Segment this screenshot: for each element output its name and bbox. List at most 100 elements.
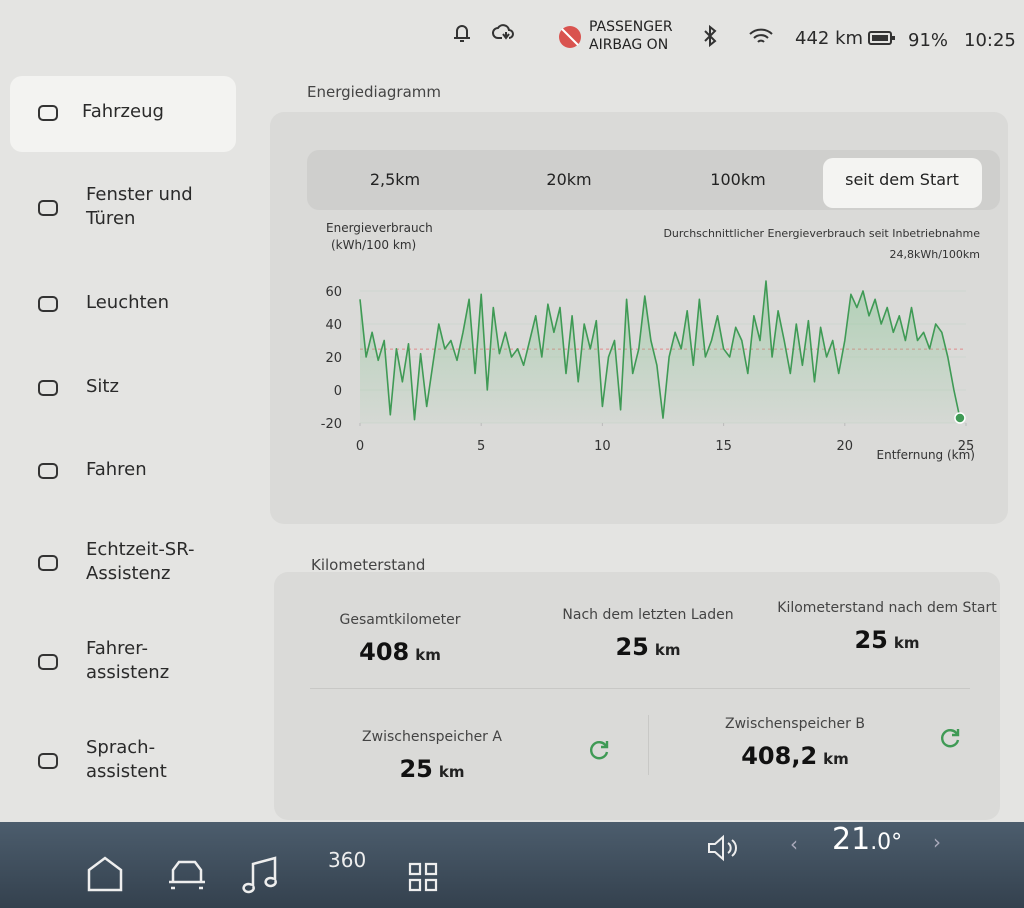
sidebar-icon [38, 200, 58, 216]
sidebar-icon [38, 753, 58, 769]
odometer-value: 25 km [508, 633, 788, 661]
sidebar-icon [38, 555, 58, 571]
divider [310, 688, 970, 689]
status-icons [454, 24, 514, 42]
sidebar-label: Fahrer- [86, 638, 148, 659]
airbag-line: AIRBAG ON [589, 37, 669, 53]
y-axis-label: Energieverbrauch [326, 221, 433, 235]
average-label: 24,8kWh/100km [890, 248, 981, 261]
line [359, 280, 961, 421]
sidebar-label: Assistenz [86, 563, 171, 584]
value: 25 [615, 633, 649, 661]
odometer-label: Zwischenspeicher B [725, 716, 865, 732]
sidebar-label: assistenz [86, 662, 170, 683]
camera-360[interactable]: 360 [328, 848, 367, 872]
value: 25 [399, 755, 433, 783]
odometer-value: 408 km [260, 638, 540, 666]
sidebar-label: Fahren [86, 459, 147, 480]
odometer-label: Kilometerstand nach dem Start [777, 600, 997, 616]
sidebar-item[interactable]: Fahrzeug [30, 91, 230, 135]
unit: km [654, 641, 681, 659]
selected-tab-bg [823, 158, 982, 208]
divider [648, 715, 649, 775]
sidebar-label: Sprach- [86, 737, 156, 758]
sidebar-item[interactable]: Fenster und Türen [30, 184, 230, 230]
airbag-status: PASSENGER AIRBAG ON [589, 18, 673, 54]
value: 408 [359, 638, 410, 666]
tab[interactable]: seit dem Start [845, 170, 959, 189]
odometer-panel [274, 572, 1000, 820]
end-point [954, 412, 966, 424]
sidebar-icon [38, 654, 58, 670]
section-title: Kilometerstand [311, 556, 426, 574]
reset-button[interactable] [939, 726, 963, 750]
sidebar-item[interactable]: Sprach-assistent [30, 737, 230, 783]
sidebar-icon [38, 296, 58, 312]
connectivity-icons [704, 24, 773, 48]
sidebar-label: Fenster und [86, 184, 193, 205]
odometer-value: 408,2 km [655, 742, 935, 770]
unit: km [893, 634, 920, 652]
x-tick-label: 5 [477, 439, 485, 454]
odometer-value: 25 km [292, 755, 572, 783]
odometer-label: Gesamtkilometer [339, 612, 461, 628]
volume-icon[interactable] [706, 834, 742, 862]
x-tick-label: 25 [958, 439, 975, 454]
y-tick-label: 0 [334, 384, 342, 399]
value: 25 [854, 626, 888, 654]
range: 442 km [795, 28, 864, 49]
value: 408,2 [741, 742, 818, 770]
y-tick-label: -20 [321, 417, 342, 432]
temperature[interactable]: 21.0° [832, 822, 902, 857]
y-tick-label: 20 [325, 351, 342, 366]
sidebar-item[interactable]: Fahrer-assistenz [30, 638, 230, 684]
x-tick-label: 20 [837, 439, 854, 454]
sidebar-item[interactable]: Echtzeit-SR- Assistenz [30, 539, 230, 585]
unit: km [438, 763, 465, 781]
sidebar-label: assistent [86, 761, 167, 782]
odometer-label: Nach dem letzten Laden [562, 607, 734, 623]
sidebar-label: Türen [86, 208, 136, 229]
tab[interactable]: 100km [710, 170, 766, 189]
temp-down[interactable]: ‹ [790, 832, 798, 856]
y-tick-label: 40 [325, 318, 342, 333]
x-tick-label: 10 [594, 439, 611, 454]
area [360, 281, 960, 423]
bottom-bar: 360 ‹ 21.0° › [0, 822, 1024, 908]
sidebar-label: Fahrzeug [82, 101, 164, 122]
sidebar-item[interactable]: Leuchten [30, 282, 230, 326]
battery: 91% [908, 30, 949, 51]
sidebar-icon [38, 380, 58, 396]
y-tick-label: 60 [325, 285, 342, 300]
tab[interactable]: 2,5km [369, 170, 421, 189]
sidebar-label: Sitz [86, 376, 119, 397]
sidebar-icon [38, 105, 58, 121]
sidebar-icon [38, 463, 58, 479]
x-tick-label: 15 [715, 439, 732, 454]
sidebar-label: Echtzeit-SR- [86, 539, 195, 560]
status-bar: PASSENGER AIRBAG ON 442 km 91% 10:25 [0, 0, 1024, 70]
sidebar-item[interactable]: Fahren [30, 449, 230, 493]
reset-button[interactable] [588, 738, 612, 762]
x-axis-label: Entfernung (km) [877, 448, 975, 462]
odometer-value: 25 km [747, 626, 1024, 654]
energy-chart: Energieverbrauch (kWh/100 km) Durchschni… [321, 221, 981, 462]
airbag-line: PASSENGER [589, 19, 673, 35]
dock-icons[interactable] [85, 852, 445, 894]
temperature-whole: 21 [832, 822, 871, 857]
sidebar-item[interactable]: Sitz [30, 366, 230, 410]
sidebar-label: Leuchten [86, 292, 170, 313]
x-tick-label: 0 [356, 439, 364, 454]
unit: km [415, 646, 441, 664]
tab[interactable]: 20km [546, 170, 592, 189]
temperature-fraction: .0° [870, 830, 903, 855]
airbag-icon [559, 26, 581, 48]
unit: km [823, 750, 849, 768]
odometer-label: Zwischenspeicher A [362, 729, 502, 745]
battery-icon [868, 31, 895, 45]
selected-item-bg [10, 76, 236, 152]
section-title: Energiediagramm [307, 83, 442, 101]
y-axis-label: (kWh/100 km) [331, 238, 416, 252]
temp-up[interactable]: › [933, 830, 941, 854]
